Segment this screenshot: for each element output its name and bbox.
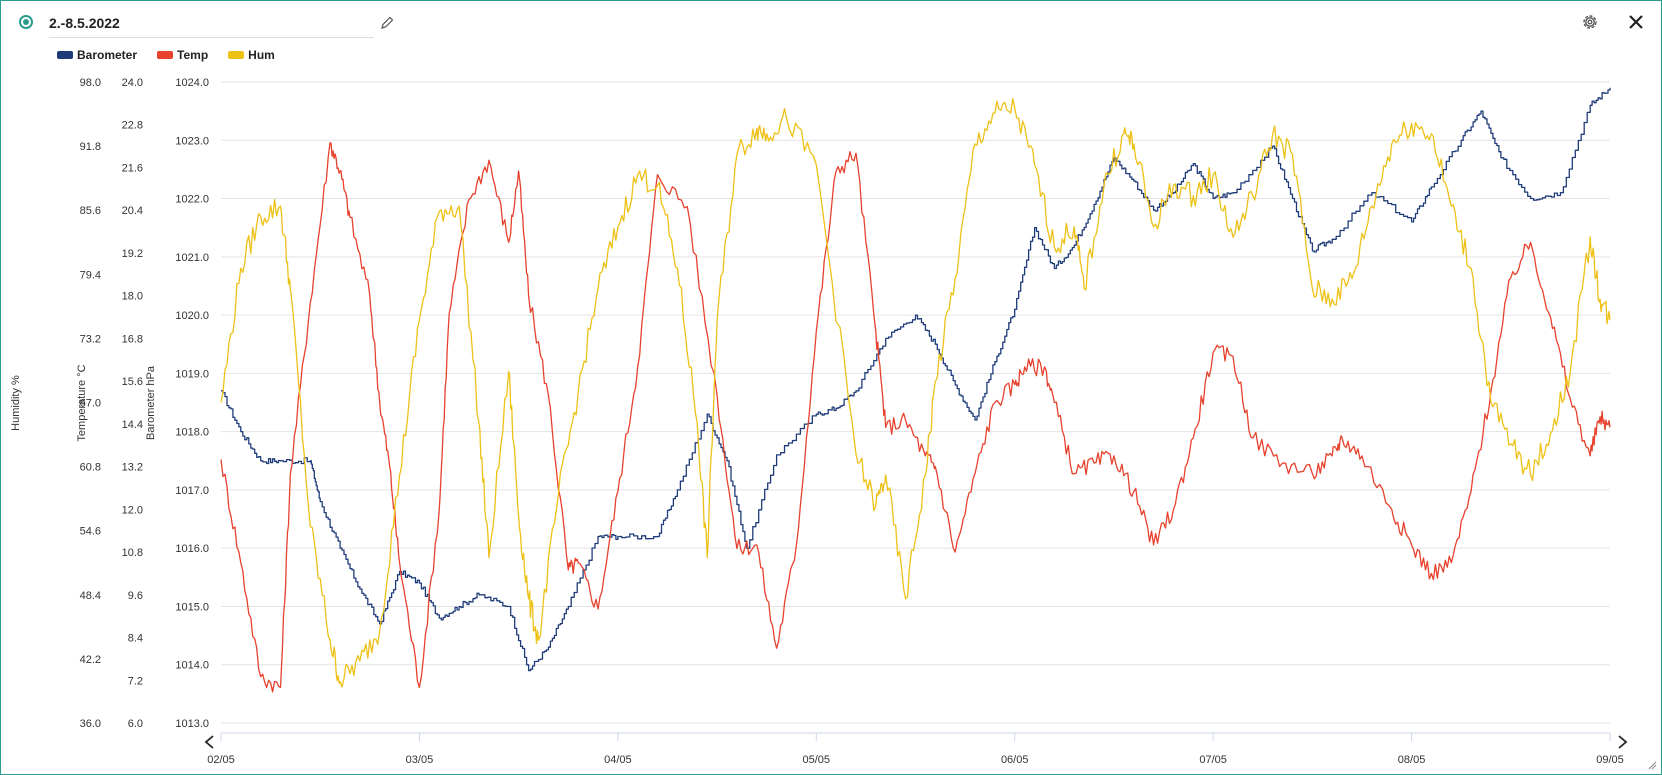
y-tick-label: 21.6 xyxy=(122,162,143,174)
y-tick-label: 1021.0 xyxy=(175,252,209,264)
y-tick-label: 1016.0 xyxy=(175,543,209,555)
x-tick-label: 02/05 xyxy=(207,754,235,766)
series-line-hum xyxy=(220,97,1611,688)
y-tick-label: 1020.0 xyxy=(175,310,209,322)
y-tick-label: 73.2 xyxy=(80,333,101,345)
y-tick-label: 6.0 xyxy=(128,718,143,730)
y-tick-label: 1015.0 xyxy=(175,601,209,613)
y-tick-label: 1013.0 xyxy=(175,718,209,730)
chevron-left-icon[interactable] xyxy=(204,735,214,749)
close-icon[interactable] xyxy=(1627,13,1645,31)
y-tick-label: 48.4 xyxy=(80,590,101,602)
legend-item-barometer[interactable]: Barometer xyxy=(57,48,137,62)
y-tick-label: 54.6 xyxy=(80,526,101,538)
y-tick-label: 24.0 xyxy=(122,77,143,89)
x-tick-label: 04/05 xyxy=(604,754,632,766)
y-tick-label: 60.8 xyxy=(80,462,101,474)
y-tick-label: 67.0 xyxy=(80,398,101,410)
y-axis-title: Humidity % xyxy=(10,375,22,431)
y-tick-label: 20.4 xyxy=(122,205,143,217)
y-tick-label: 85.6 xyxy=(80,205,101,217)
y-tick-label: 12.0 xyxy=(122,504,143,516)
y-tick-label: 18.0 xyxy=(122,291,143,303)
y-tick-label: 9.6 xyxy=(128,590,143,602)
legend-item-hum[interactable]: Hum xyxy=(228,48,275,62)
y-tick-label: 79.4 xyxy=(80,269,101,281)
y-tick-label: 19.2 xyxy=(122,248,143,260)
chart-legend: Barometer Temp Hum xyxy=(57,48,275,62)
chevron-right-icon[interactable] xyxy=(1618,735,1628,749)
legend-swatch-barometer xyxy=(57,51,73,59)
x-tick-label: 03/05 xyxy=(406,754,434,766)
page-title[interactable]: 2.-8.5.2022 xyxy=(49,15,120,31)
y-tick-label: 91.8 xyxy=(80,141,101,153)
y-tick-label: 16.8 xyxy=(122,333,143,345)
header: 2.-8.5.2022 xyxy=(1,1,1661,43)
y-axis-title: Barometer hPa xyxy=(145,365,157,440)
y-axis-title: Temperature °C xyxy=(76,364,88,441)
legend-label-temp: Temp xyxy=(177,48,209,62)
x-tick-label: 05/05 xyxy=(803,754,831,766)
y-tick-label: 8.4 xyxy=(128,633,143,645)
y-tick-label: 1024.0 xyxy=(175,77,209,89)
legend-swatch-temp xyxy=(157,51,174,59)
y-tick-label: 1018.0 xyxy=(175,427,209,439)
y-tick-label: 15.6 xyxy=(122,376,143,388)
gear-icon[interactable] xyxy=(1581,13,1599,31)
y-tick-label: 14.4 xyxy=(122,419,143,431)
y-tick-label: 1022.0 xyxy=(175,194,209,206)
y-tick-label: 98.0 xyxy=(80,77,101,89)
pencil-icon[interactable] xyxy=(379,15,395,31)
y-tick-label: 7.2 xyxy=(128,675,143,687)
legend-label-barometer: Barometer xyxy=(77,48,138,62)
y-tick-label: 42.2 xyxy=(80,654,101,666)
resize-handle-icon[interactable] xyxy=(1647,760,1657,770)
legend-item-temp[interactable]: Temp xyxy=(157,48,208,62)
y-tick-label: 1019.0 xyxy=(175,368,209,380)
title-underline xyxy=(49,37,374,38)
y-tick-label: 1017.0 xyxy=(175,485,209,497)
y-tick-label: 1014.0 xyxy=(175,660,209,672)
legend-swatch-hum xyxy=(228,51,245,59)
x-tick-label: 06/05 xyxy=(1001,754,1029,766)
y-tick-label: 36.0 xyxy=(80,718,101,730)
x-tick-label: 07/05 xyxy=(1199,754,1227,766)
y-tick-label: 13.2 xyxy=(122,462,143,474)
x-tick-label: 09/05 xyxy=(1596,754,1624,766)
y-tick-label: 10.8 xyxy=(122,547,143,559)
y-tick-label: 22.8 xyxy=(122,120,143,132)
x-tick-label: 08/05 xyxy=(1398,754,1426,766)
series-line-temp xyxy=(220,141,1611,693)
y-tick-label: 1023.0 xyxy=(175,135,209,147)
series-line-barometer xyxy=(221,87,1611,672)
status-radio-icon[interactable] xyxy=(19,15,33,29)
legend-label-hum: Hum xyxy=(248,48,275,62)
